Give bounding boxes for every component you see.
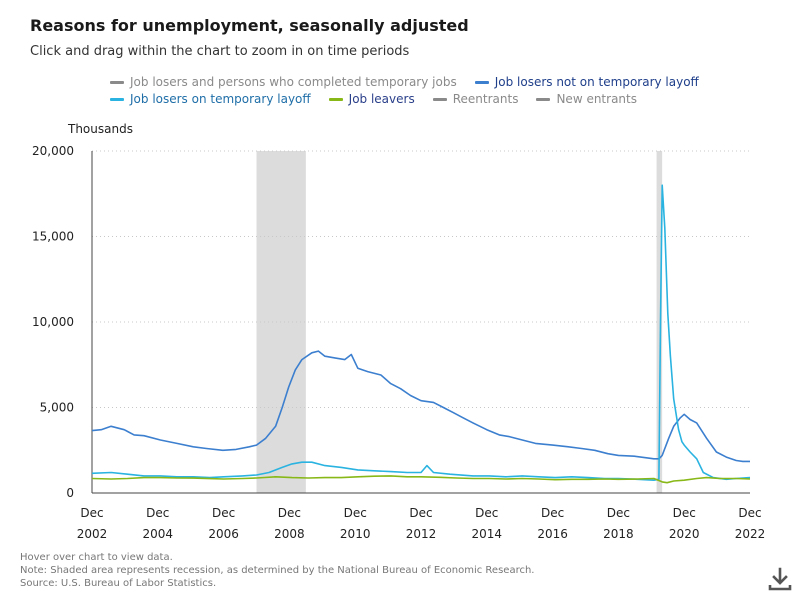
legend-item-job-leavers[interactable]: Job leavers bbox=[328, 91, 415, 108]
recession-note: Note: Shaded area represents recession, … bbox=[20, 565, 535, 576]
y-tick-label: 0 bbox=[66, 486, 74, 500]
legend-swatch bbox=[432, 98, 447, 101]
x-tick-year: 2018 bbox=[603, 527, 634, 541]
legend-label: Job losers on temporary layoff bbox=[130, 92, 311, 106]
series-line-job-losers-on-temporary-layoff[interactable] bbox=[91, 184, 751, 481]
x-tick-month: Dec bbox=[673, 506, 696, 520]
recession-band bbox=[656, 151, 663, 493]
legend-swatch bbox=[110, 81, 124, 84]
x-tick-year: 2012 bbox=[406, 527, 437, 541]
y-tick-label: 15,000 bbox=[32, 230, 74, 244]
legend-label: Job leavers bbox=[348, 92, 415, 106]
x-tick-month: Dec bbox=[541, 506, 564, 520]
download-icon bbox=[768, 567, 792, 591]
legend-swatch bbox=[474, 81, 489, 84]
x-tick-month: Dec bbox=[607, 506, 630, 520]
legend-label: New entrants bbox=[556, 92, 637, 106]
series-layer bbox=[91, 184, 751, 484]
legend-item-on-temporary-layoff[interactable]: Job losers on temporary layoff bbox=[110, 91, 311, 108]
legend-swatch bbox=[110, 98, 124, 101]
x-tick-year: 2006 bbox=[208, 527, 239, 541]
series-line-job-leavers[interactable] bbox=[91, 475, 751, 484]
legend-item-job-losers-and-temporary[interactable]: Job losers and persons who completed tem… bbox=[110, 74, 457, 91]
x-tick-year: 2010 bbox=[340, 527, 371, 541]
x-tick-year: 2008 bbox=[274, 527, 305, 541]
recession-band bbox=[256, 151, 306, 493]
legend-label: Reentrants bbox=[452, 92, 519, 106]
x-tick-year: 2022 bbox=[735, 527, 766, 541]
x-tick-year: 2002 bbox=[77, 527, 108, 541]
source-note: Source: U.S. Bureau of Labor Statistics. bbox=[20, 578, 217, 589]
y-axis-label: Thousands bbox=[67, 122, 133, 136]
x-tick-year: 2014 bbox=[472, 527, 503, 541]
legend-swatch bbox=[328, 98, 343, 101]
series-line-job-losers-not-on-temporary-layoff[interactable] bbox=[91, 350, 750, 463]
legend-item-new-entrants[interactable]: New entrants bbox=[536, 91, 637, 108]
x-tick-year: 2020 bbox=[669, 527, 700, 541]
x-tick-month: Dec bbox=[344, 506, 367, 520]
y-tick-label: 10,000 bbox=[32, 315, 74, 329]
x-tick-year: 2004 bbox=[143, 527, 174, 541]
x-tick-month: Dec bbox=[146, 506, 169, 520]
chart-notes: Hover over chart to view data. Note: Sha… bbox=[20, 551, 534, 590]
axis-layer: 0 5,000 10,000 15,000 20,000 Dec 2002 Dec 2004 De… bbox=[32, 144, 765, 541]
grid-layer bbox=[92, 150, 750, 408]
x-tick-month: Dec bbox=[409, 506, 432, 520]
legend-row-2: Job losers on temporary layoff Job leave… bbox=[110, 91, 710, 108]
legend-swatch bbox=[536, 98, 551, 101]
x-tick-month: Dec bbox=[80, 506, 103, 520]
chart-title: Reasons for unemployment, seasonally adj… bbox=[30, 16, 469, 35]
x-tick-year: 2016 bbox=[537, 527, 568, 541]
x-tick-month: Dec bbox=[212, 506, 235, 520]
legend-item-not-on-temporary-layoff[interactable]: Job losers not on temporary layoff bbox=[474, 74, 699, 91]
legend: Job losers and persons who completed tem… bbox=[110, 74, 710, 108]
hover-hint: Hover over chart to view data. bbox=[20, 552, 173, 563]
legend-label: Job losers and persons who completed tem… bbox=[130, 75, 457, 89]
recession-shading-layer bbox=[256, 151, 663, 493]
x-tick-month: Dec bbox=[278, 506, 301, 520]
legend-label: Job losers not on temporary layoff bbox=[494, 75, 699, 89]
chart-subtitle: Click and drag within the chart to zoom … bbox=[30, 44, 410, 59]
line-chart[interactable]: Thousands 0 5,000 10,000 15,000 20,000 Dec 200… bbox=[0, 0, 800, 550]
legend-row-1: Job losers and persons who completed tem… bbox=[110, 74, 710, 91]
x-tick-month: Dec bbox=[475, 506, 498, 520]
legend-item-reentrants[interactable]: Reentrants bbox=[432, 91, 519, 108]
y-tick-label: 20,000 bbox=[32, 144, 74, 158]
download-button[interactable] bbox=[766, 566, 794, 592]
x-tick-month: Dec bbox=[738, 506, 761, 520]
y-tick-label: 5,000 bbox=[40, 401, 74, 415]
